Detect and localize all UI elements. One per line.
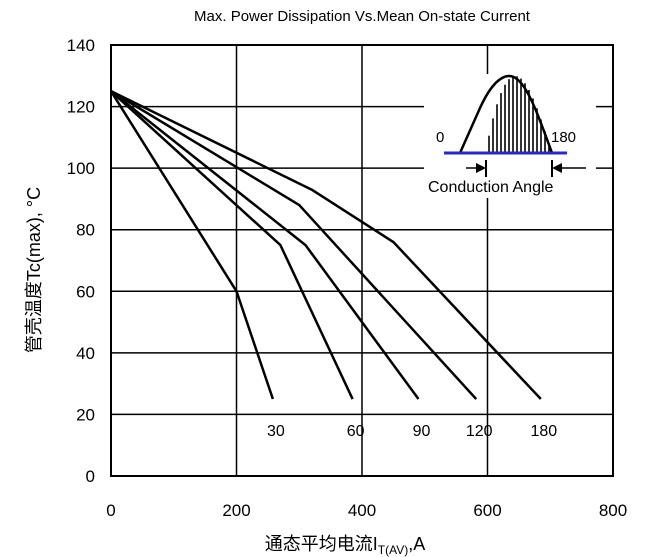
inset-left-arrowhead [476,163,486,173]
x-tick-label: 200 [222,501,250,520]
series-label-60: 60 [347,423,365,440]
inset-waveform [458,74,554,154]
x-axis-label: 通态平均电流IT(AV),A [265,534,425,557]
series-lines [109,90,542,400]
y-axis-label: 管壳温度Tc(max), °C [24,187,44,353]
y-tick-label: 140 [67,36,95,55]
series-line-30 [109,90,275,400]
series-line-60 [110,90,354,400]
x-tick-label: 0 [106,501,115,520]
y-tick-label: 40 [76,344,95,363]
y-ticks: 0 20 40 60 80 100 120 140 [67,36,95,486]
x-tick-label: 800 [599,501,627,520]
y-tick-label: 120 [67,98,95,117]
chart-title: Max. Power Dissipation Vs.Mean On-state … [194,8,531,25]
y-tick-label: 20 [76,405,95,424]
inset-background [424,74,596,198]
series-labels: 30 60 90 120 180 [267,423,557,440]
series-label-90: 90 [413,423,431,440]
y-tick-label: 80 [76,221,95,240]
inset-left-label: 0 [436,129,444,146]
series-line-90 [110,90,420,400]
inset-caption: Conduction Angle [428,179,554,196]
inset-right-arrowhead [552,163,562,173]
series-line-180 [110,90,542,400]
x-axis-label-sub: T(AV) [378,543,408,557]
conduction-inset: 0 180 Conduction Angle [424,74,596,198]
x-axis-label-unit: ,A [408,534,425,554]
inset-right-label: 180 [551,129,576,146]
x-axis-label-main: 通态平均电流I [265,534,378,554]
x-ticks: 0 200 400 600 800 [106,501,627,520]
y-tick-label: 100 [67,159,95,178]
y-tick-label: 60 [76,282,95,301]
series-line-120 [110,90,478,400]
series-label-120: 120 [466,423,493,440]
series-label-30: 30 [267,423,285,440]
x-tick-label: 600 [473,501,501,520]
plot-frame [110,44,614,477]
y-tick-label: 0 [86,467,95,486]
series-label-180: 180 [530,423,557,440]
x-tick-label: 400 [348,501,376,520]
